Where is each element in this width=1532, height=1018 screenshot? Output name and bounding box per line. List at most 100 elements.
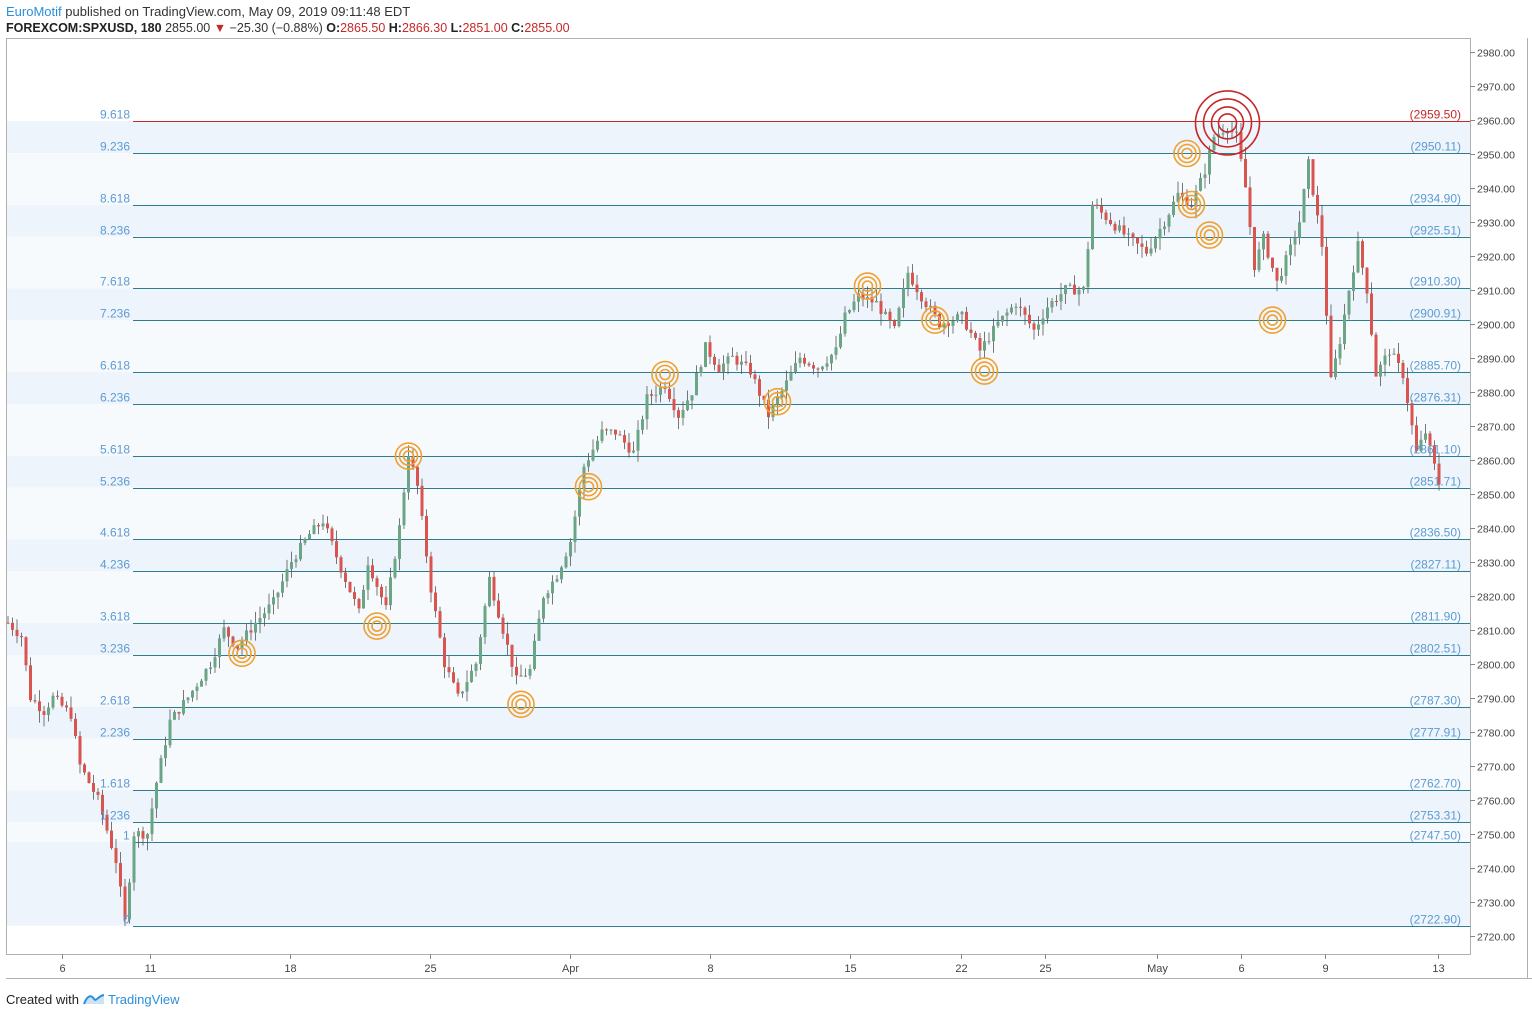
candle <box>173 711 176 720</box>
candle <box>614 429 617 435</box>
touch-circle <box>970 357 999 385</box>
fib-ratio-label: 6.236 <box>100 391 130 405</box>
candle <box>123 886 127 920</box>
candle <box>465 682 469 692</box>
fib-band <box>6 121 1470 154</box>
candle <box>191 690 194 698</box>
fib-price-label: (2910.30) <box>1410 275 1461 289</box>
candle <box>393 558 397 578</box>
candle <box>1176 192 1180 202</box>
touch-circle <box>367 616 387 636</box>
time-axis[interactable]: 6 11 18 25 Apr 8 15 22 25 May 6 9 13 <box>59 954 1445 975</box>
candle <box>893 320 896 327</box>
candle <box>767 399 770 418</box>
candle <box>528 668 532 676</box>
candle <box>830 354 833 364</box>
candle <box>560 567 563 580</box>
candle <box>1401 362 1405 379</box>
candle <box>110 830 113 849</box>
candle <box>978 337 982 351</box>
open-label: O: <box>326 21 341 35</box>
fib-price-label: (2876.31) <box>1410 391 1461 405</box>
candle <box>996 321 1000 326</box>
fib-band <box>6 623 1470 655</box>
candle <box>1014 306 1018 308</box>
candle <box>1118 225 1121 231</box>
author-name[interactable]: EuroMotif <box>6 4 62 19</box>
candle <box>744 361 748 363</box>
candle <box>11 622 14 630</box>
candle <box>438 611 442 638</box>
candle <box>1248 187 1252 228</box>
candle <box>690 395 694 401</box>
touch-circle <box>857 276 878 296</box>
close-value: 2855.00 <box>524 21 570 35</box>
candle <box>735 355 739 365</box>
candle <box>794 363 797 373</box>
symbol-label: FOREXCOM:SPXUSD, 180 <box>6 21 162 35</box>
touch-circle <box>974 361 995 381</box>
candle <box>501 617 505 634</box>
candle <box>762 395 766 400</box>
candle <box>1086 249 1090 287</box>
touch-circle <box>1173 139 1201 168</box>
candle <box>974 332 977 338</box>
candle <box>740 361 743 365</box>
candle <box>389 577 392 606</box>
candle <box>1383 355 1387 365</box>
candle <box>308 534 311 540</box>
candle <box>38 701 41 712</box>
candle <box>857 293 860 302</box>
y-tick-label: 2890.00 <box>1477 354 1515 366</box>
candle <box>573 516 577 542</box>
candle <box>1410 402 1414 426</box>
candle <box>1140 243 1144 247</box>
candle <box>92 783 95 792</box>
fib-ratio-label: 4.236 <box>100 558 130 572</box>
candle <box>1145 246 1148 254</box>
candle <box>141 831 145 839</box>
y-tick-label: 2800.00 <box>1477 660 1515 672</box>
x-tick-label: 25 <box>1039 963 1051 975</box>
fib-ratio-label: 1.618 <box>100 777 130 791</box>
touch-circle <box>402 450 415 462</box>
touch-circle <box>921 306 949 334</box>
candle <box>380 586 383 598</box>
high-value: 2866.30 <box>401 21 448 35</box>
candle <box>906 272 910 289</box>
candle <box>1338 344 1342 359</box>
candle <box>105 814 109 831</box>
candle <box>434 592 437 612</box>
candle <box>186 697 190 701</box>
candle <box>371 565 374 579</box>
candle <box>1163 226 1166 230</box>
candle <box>578 489 581 517</box>
candle <box>1415 425 1418 452</box>
fib-labels: 9.618 (2959.50) 9.236 (2950.11) 8.618 (2934.9… <box>100 108 1461 927</box>
candle <box>1356 241 1360 273</box>
candle <box>803 357 806 364</box>
candle <box>69 707 73 719</box>
candle <box>542 598 545 619</box>
candle <box>200 680 203 687</box>
candle <box>960 311 964 315</box>
candle <box>1050 301 1054 308</box>
candle <box>1023 307 1027 315</box>
price-axis[interactable]: 2720.00 2730.00 2740.00 2750.00 2760.00 2770.… <box>1470 48 1515 944</box>
candle <box>42 711 46 715</box>
candle <box>1028 314 1031 324</box>
candle <box>1379 364 1382 377</box>
touch-circle <box>861 280 874 292</box>
tradingview-brand[interactable]: TradingView <box>108 992 180 1007</box>
candle <box>915 284 919 293</box>
candle <box>555 579 559 582</box>
candle <box>1082 286 1085 290</box>
candle <box>947 323 950 326</box>
candle <box>699 366 703 374</box>
fib-ratio-label: 7.618 <box>100 275 130 289</box>
candle <box>335 541 338 558</box>
candle <box>429 556 433 593</box>
touch-circle <box>515 698 527 711</box>
candle <box>1365 267 1369 294</box>
